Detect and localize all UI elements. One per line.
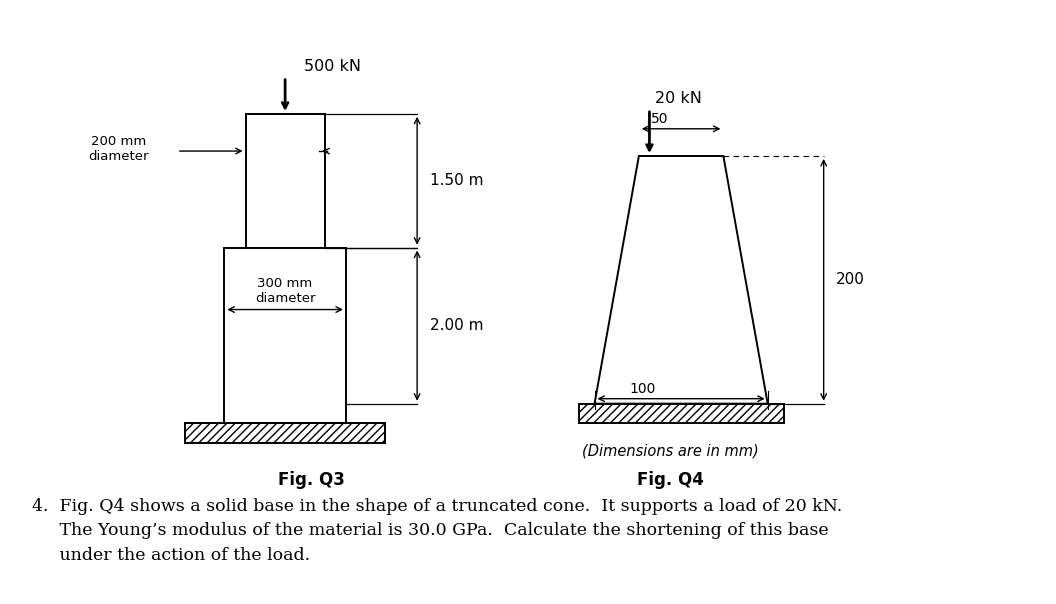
Text: (Dimensions are in mm): (Dimensions are in mm) [582,443,759,458]
Text: 4.  Fig. Q4 shows a solid base in the shape of a truncated cone.  It supports a : 4. Fig. Q4 shows a solid base in the sha… [32,498,842,564]
Text: 500 kN: 500 kN [304,59,361,74]
Text: 100: 100 [630,382,656,396]
Bar [225,248,346,423]
Text: Fig. Q4: Fig. Q4 [637,471,704,489]
Text: 2.00 m: 2.00 m [430,318,484,333]
Bar [185,423,385,443]
Text: 200 mm
diameter: 200 mm diameter [89,135,149,162]
Text: 300 mm
diameter: 300 mm diameter [254,277,316,304]
Bar [245,114,325,248]
Text: 200: 200 [836,272,865,288]
Text: Fig. Q3: Fig. Q3 [278,471,345,489]
Text: 50: 50 [652,112,668,126]
Bar [579,403,784,423]
Polygon shape [595,156,768,403]
Text: 1.50 m: 1.50 m [430,173,484,188]
Text: 20 kN: 20 kN [655,91,701,106]
